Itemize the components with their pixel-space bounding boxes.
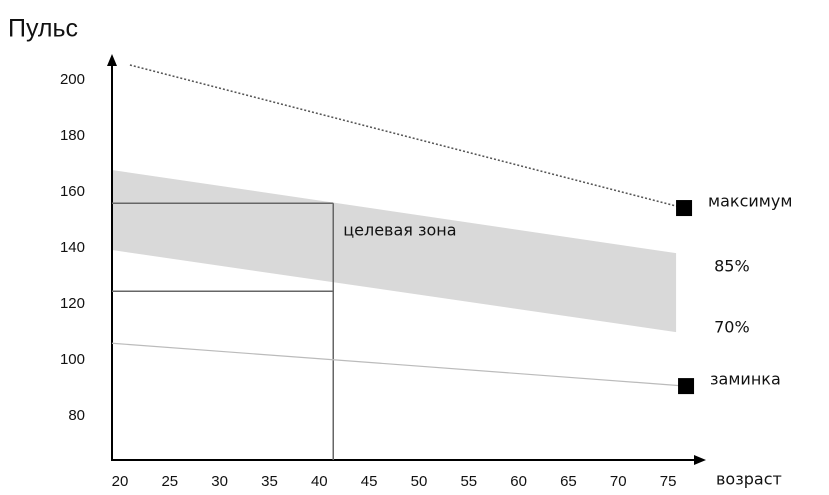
x-tick-label: 65	[560, 473, 577, 490]
y-tick-label: 180	[60, 127, 85, 144]
x-tick-label: 30	[211, 473, 228, 490]
series-label: максимум	[708, 192, 792, 211]
x-tick-label: 50	[411, 473, 428, 490]
y-tick-label: 100	[60, 351, 85, 368]
y-tick-label: 200	[60, 71, 85, 88]
x-tick-label: 35	[261, 473, 278, 490]
series-line	[129, 64, 685, 209]
x-tick-label: 55	[460, 473, 477, 490]
series-line	[111, 342, 687, 387]
y-tick-label: 140	[60, 239, 85, 256]
end-marker	[676, 200, 693, 217]
target-label: целевая зона	[343, 221, 456, 240]
series-label: 70%	[714, 318, 750, 337]
x-tick-label: 25	[161, 473, 178, 490]
x-axis-arrow	[694, 455, 706, 465]
y-tick-label: 160	[60, 183, 85, 200]
x-tick-label: 40	[311, 473, 328, 490]
end-marker	[678, 378, 695, 395]
x-tick-label: 60	[510, 473, 527, 490]
y-tick-label: 80	[68, 407, 85, 424]
y-tick-label: 120	[60, 295, 85, 312]
series-label: 85%	[714, 257, 750, 276]
target-band	[112, 169, 677, 333]
y-axis-title: Пульс	[8, 15, 78, 43]
x-tick-label: 75	[660, 473, 677, 490]
y-axis-arrow	[107, 54, 117, 66]
x-tick-label: 20	[112, 473, 129, 490]
x-tick-label: 45	[361, 473, 378, 490]
series-label: заминка	[710, 370, 781, 389]
x-tick-label: 70	[610, 473, 627, 490]
x-axis-title: возраст	[716, 470, 782, 489]
